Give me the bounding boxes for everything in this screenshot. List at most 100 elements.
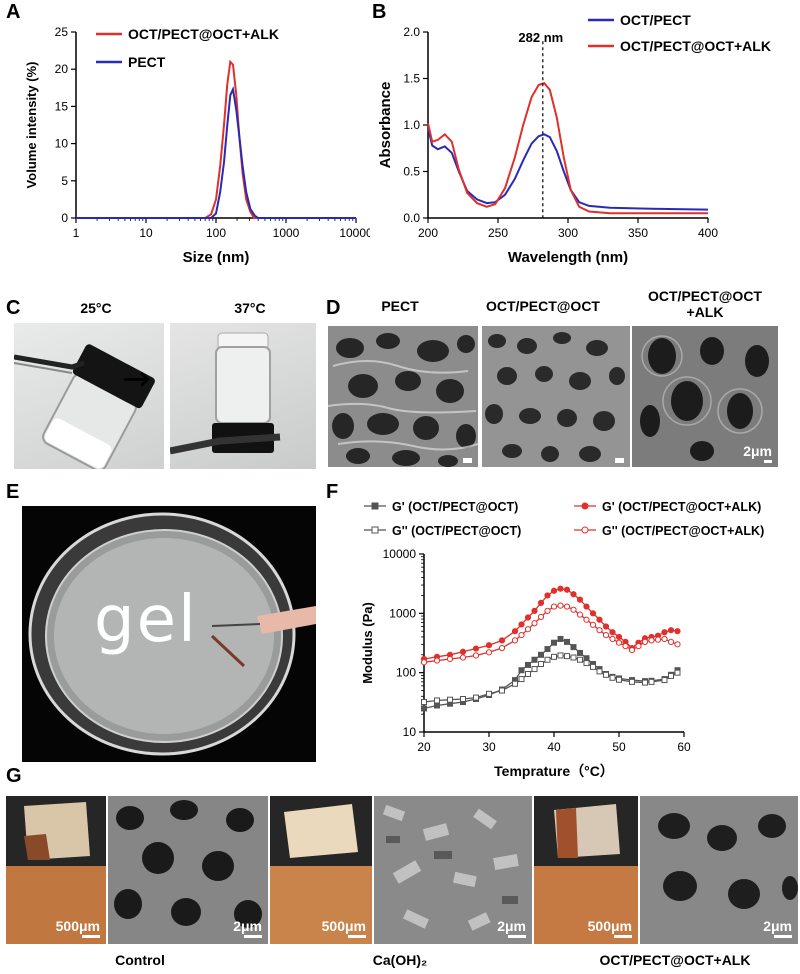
data-point [563, 603, 571, 610]
data-point [609, 674, 616, 681]
data-point [433, 657, 441, 664]
data-point [583, 616, 590, 623]
y-tick-label: 2.0 [403, 25, 420, 39]
scale-bar [614, 935, 632, 938]
data-point [674, 669, 681, 676]
data-point [459, 648, 467, 655]
x-tick-label: 30 [482, 740, 496, 754]
data-point [661, 635, 668, 643]
vial-photo-37c [170, 323, 316, 469]
data-point [544, 646, 551, 653]
x-tick-label: 350 [628, 226, 648, 240]
y-tick-label: 0 [61, 211, 68, 225]
data-point [511, 637, 519, 644]
data-point [472, 645, 480, 652]
scale-bar-label: 2μm [763, 919, 792, 938]
y-tick-label: 1000 [389, 606, 416, 620]
series-line-oct-pect-oct-alk [76, 59, 356, 219]
data-point [661, 677, 668, 684]
data-point [421, 705, 427, 712]
data-point [577, 656, 583, 663]
y-tick-label: 1.0 [403, 118, 420, 132]
data-point [538, 651, 544, 658]
scale-text: 2μm [763, 918, 792, 934]
data-point [557, 635, 564, 642]
panel-label-b: B [372, 1, 387, 23]
data-point [629, 678, 635, 685]
x-tick-label: 10 [139, 226, 153, 240]
sem-oct-pect-oct-alk-g: 2μm [640, 796, 798, 944]
data-point [518, 667, 525, 674]
data-point [602, 631, 610, 639]
legend-label-oct-pect-oct-alk: OCT/PECT@OCT+ALK [620, 38, 771, 54]
scale-bar-label: 500μm [56, 919, 100, 938]
data-point [544, 656, 551, 663]
data-point [590, 663, 596, 670]
data-point [674, 641, 681, 648]
data-point [615, 633, 623, 641]
y-tick-label: 15 [55, 99, 69, 113]
panel-label-e: E [6, 481, 20, 503]
petri-dish-photo: gel [22, 506, 316, 762]
data-point [589, 610, 597, 617]
legend-label-g-oct-pect-oct-alk: G'' (OCT/PECT@OCT+ALK) [602, 524, 764, 538]
scale-text: 2μm [233, 918, 262, 934]
data-point [499, 687, 505, 694]
data-point [596, 627, 603, 634]
data-point [434, 702, 440, 709]
scale-bar-label: 2μm [743, 444, 772, 463]
data-point [661, 629, 668, 636]
vial-photo-25c [14, 323, 164, 469]
data-point [550, 603, 558, 610]
y-tick-label: 10 [55, 137, 69, 151]
y-axis-label: Absorbance [377, 82, 394, 169]
x-tick-label: 1 [73, 226, 80, 240]
scale-text: 2μm [497, 918, 526, 934]
panel-label-f: F [326, 481, 339, 503]
data-point [603, 671, 609, 678]
x-tick-label: 250 [488, 226, 508, 240]
data-point [420, 659, 428, 666]
data-point [641, 638, 649, 646]
panel-label-d: D [326, 297, 341, 319]
tooth-photo-control: 500μm [6, 796, 106, 944]
data-point [473, 694, 479, 701]
scale-bar [82, 935, 100, 938]
x-axis-label: Wavelength (nm) [508, 249, 628, 266]
d-title-pect: PECT [381, 298, 419, 314]
data-point [518, 631, 525, 639]
data-point [642, 679, 648, 686]
data-point [563, 586, 571, 593]
data-point [654, 636, 662, 643]
y-tick-label: 5 [61, 174, 68, 188]
data-point [537, 613, 545, 621]
x-tick-label: 300 [558, 226, 578, 240]
chart-b: 200 250 300 350 400 0.0 0.5 1.0 1.5 2.0 Wavelength… [377, 12, 771, 266]
chart-f: 20 30 40 50 60 10 100 1000 10000 Temprature（°C） Mo… [360, 500, 764, 779]
y-axis-label: Volume intensity (%) [24, 62, 39, 189]
data-point [570, 644, 577, 651]
data-point [511, 628, 519, 635]
data-point [551, 639, 557, 646]
arrow-icon: → [122, 359, 151, 399]
y-tick-label: 0.0 [403, 211, 420, 225]
data-point [538, 660, 544, 667]
panel-label-g: G [6, 765, 22, 787]
data-point [498, 644, 506, 652]
legend-marker [371, 526, 379, 534]
legend-label-g-oct-pect-oct-alk: G' (OCT/PECT@OCT+ALK) [602, 500, 761, 514]
data-point [537, 599, 545, 606]
sem-pect [328, 326, 478, 467]
y-tick-label: 100 [396, 666, 416, 680]
scale-text: 500μm [55, 918, 100, 934]
data-point [459, 654, 467, 661]
legend-marker [581, 526, 589, 534]
data-point [518, 621, 525, 628]
data-point [674, 628, 681, 635]
data-point [531, 620, 538, 627]
y-tick-label: 0.5 [403, 165, 420, 179]
legend-label-oct-pect-oct-alk: OCT/PECT@OCT+ALK [128, 26, 279, 42]
tooth-photo-oct-pect-oct-alk: 500μm [534, 796, 638, 944]
c-label-37: 37°C [234, 300, 266, 316]
data-point [557, 602, 564, 609]
